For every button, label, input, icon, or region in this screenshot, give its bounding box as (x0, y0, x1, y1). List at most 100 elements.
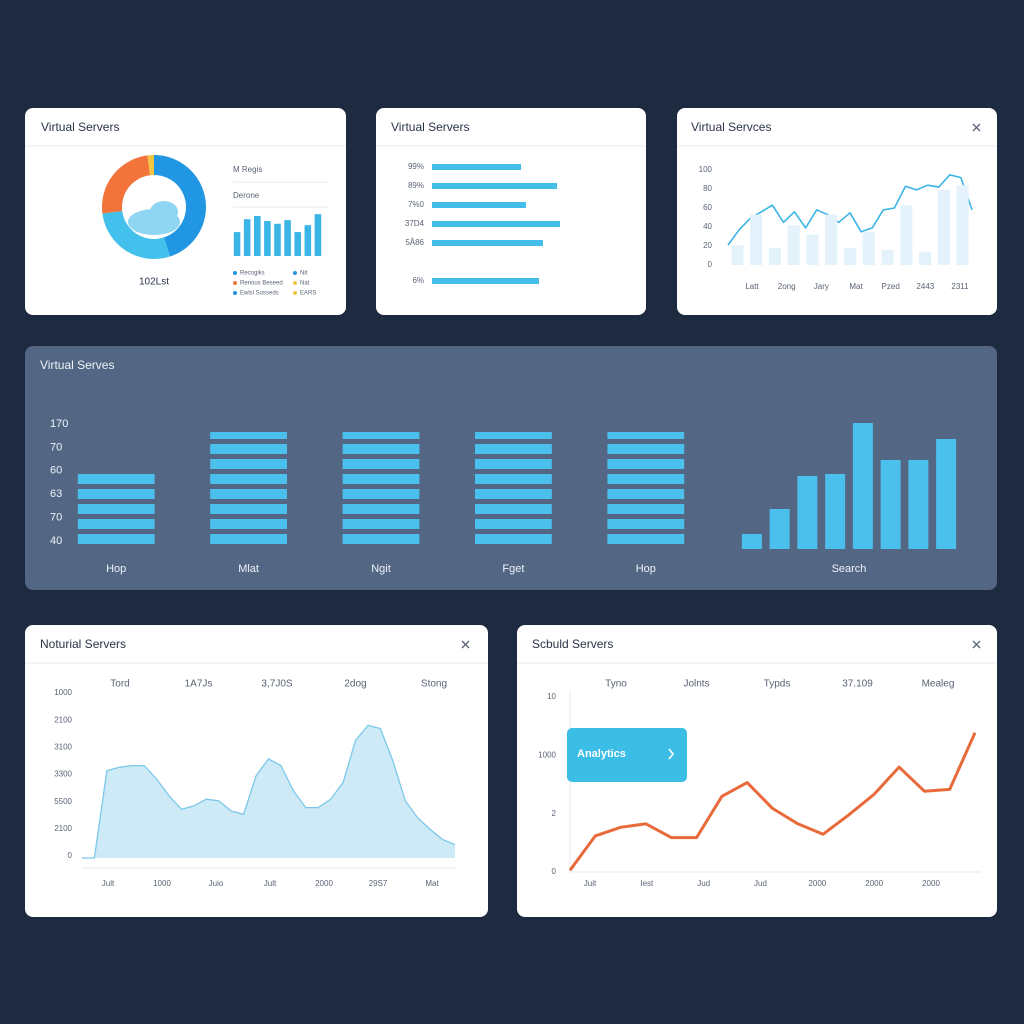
y-label: 2100 (54, 824, 72, 833)
bar (825, 474, 846, 549)
pie-slice (154, 155, 206, 257)
panel (376, 108, 646, 315)
y-tick-label: 7%0 (408, 200, 425, 209)
panel-title: Virtual Serves (40, 358, 114, 372)
x-tick-label: Jary (814, 282, 829, 291)
legend-label: Nit (300, 271, 308, 277)
area (82, 725, 455, 858)
y-label: 40 (50, 535, 62, 547)
column-header: Stong (421, 679, 447, 690)
y-tick-label: 5Å86 (405, 238, 424, 247)
y-label: 0 (552, 867, 557, 876)
x-tick-label: 2ong (778, 282, 796, 291)
x-tick-label: 2311 (951, 282, 969, 291)
x-label: Search (832, 563, 867, 575)
bar (806, 234, 819, 265)
y-label: 5500 (54, 797, 72, 806)
x-label: Juio (209, 879, 224, 888)
panel-title: Scbuld Servers (532, 637, 613, 651)
bar (253, 215, 261, 256)
y-label: 60 (50, 465, 62, 477)
panel (25, 108, 346, 315)
bar (750, 214, 763, 265)
pie-slice (102, 211, 171, 259)
bar (77, 474, 155, 549)
column-header: Tord (110, 679, 129, 690)
y-tick-label: 37D4 (405, 219, 425, 228)
bar (342, 432, 420, 549)
bar (274, 223, 281, 256)
x-label: Mat (425, 879, 439, 888)
tooltip-button[interactable]: Analytics (567, 728, 687, 782)
column-header: Typds (764, 679, 791, 690)
bar (432, 202, 526, 208)
x-tick-label: Fget (502, 563, 524, 575)
line (568, 732, 977, 872)
y-label: 70 (50, 441, 62, 453)
bar (607, 432, 685, 549)
bar (881, 249, 894, 265)
column-header: 2dog (344, 679, 366, 690)
panel-title: Noturial Servers (40, 637, 126, 651)
panel-title: Virtual Servers (41, 120, 119, 134)
bar (852, 423, 873, 549)
y-tick-label: 0 (708, 260, 713, 269)
bar (475, 432, 552, 549)
column-header: Tyno (605, 679, 627, 690)
bar (918, 251, 932, 265)
column-header: 3,7J0S (261, 679, 292, 690)
bar (432, 164, 521, 170)
column-header: 1A7Js (185, 679, 213, 690)
tooltip-label[interactable]: Analytics (577, 748, 626, 760)
column-header: Jolnts (683, 679, 709, 690)
x-label: 1000 (153, 879, 171, 888)
bar (768, 247, 782, 265)
y-tick-label: 60 (703, 203, 712, 212)
bar (937, 189, 950, 265)
x-label: 2000 (865, 879, 883, 888)
x-tick-label: Hop (106, 563, 126, 575)
x-tick-label: Pzed (882, 282, 900, 291)
y-tick-label: 89% (408, 181, 424, 190)
x-tick-label: Latt (745, 282, 759, 291)
bar (880, 460, 901, 549)
bar (264, 221, 271, 256)
close-icon[interactable] (972, 640, 981, 649)
x-label: 2000 (808, 879, 826, 888)
bar (936, 439, 957, 549)
close-icon[interactable] (461, 640, 470, 649)
close-icon[interactable] (972, 123, 981, 132)
bar (900, 205, 913, 265)
bar (731, 245, 744, 265)
legend-marker (293, 271, 297, 275)
x-tick-label: Mat (849, 282, 863, 291)
x-tick-label: 2443 (916, 282, 934, 291)
y-tick-label: 99% (408, 162, 424, 171)
legend-marker (233, 281, 237, 285)
panel (517, 625, 997, 917)
bar (243, 219, 251, 256)
y-label: 2100 (54, 715, 72, 724)
chevron-icon[interactable] (668, 748, 675, 760)
x-label: Iest (640, 879, 654, 888)
pie-slice (101, 155, 150, 214)
bar (432, 278, 539, 284)
column-header: Mealeg (922, 679, 955, 690)
y-label: 2 (552, 809, 557, 818)
legend-marker (233, 271, 237, 275)
panel (25, 625, 488, 917)
y-label: 70 (50, 512, 62, 524)
bar (797, 476, 818, 549)
tooltip-box[interactable] (567, 728, 687, 782)
y-tick-label: 100 (699, 165, 713, 174)
y-label: 10 (547, 692, 556, 701)
y-label: 1000 (538, 750, 556, 759)
x-label: Jult (102, 879, 115, 888)
legend-label: Renous Beseed (240, 281, 283, 287)
bar (432, 183, 557, 189)
legend-label: Recogiks (240, 271, 265, 277)
y-tick-label: 6% (412, 276, 424, 285)
x-label: 2000 (315, 879, 333, 888)
legend-marker (233, 291, 237, 295)
bar (825, 214, 838, 265)
